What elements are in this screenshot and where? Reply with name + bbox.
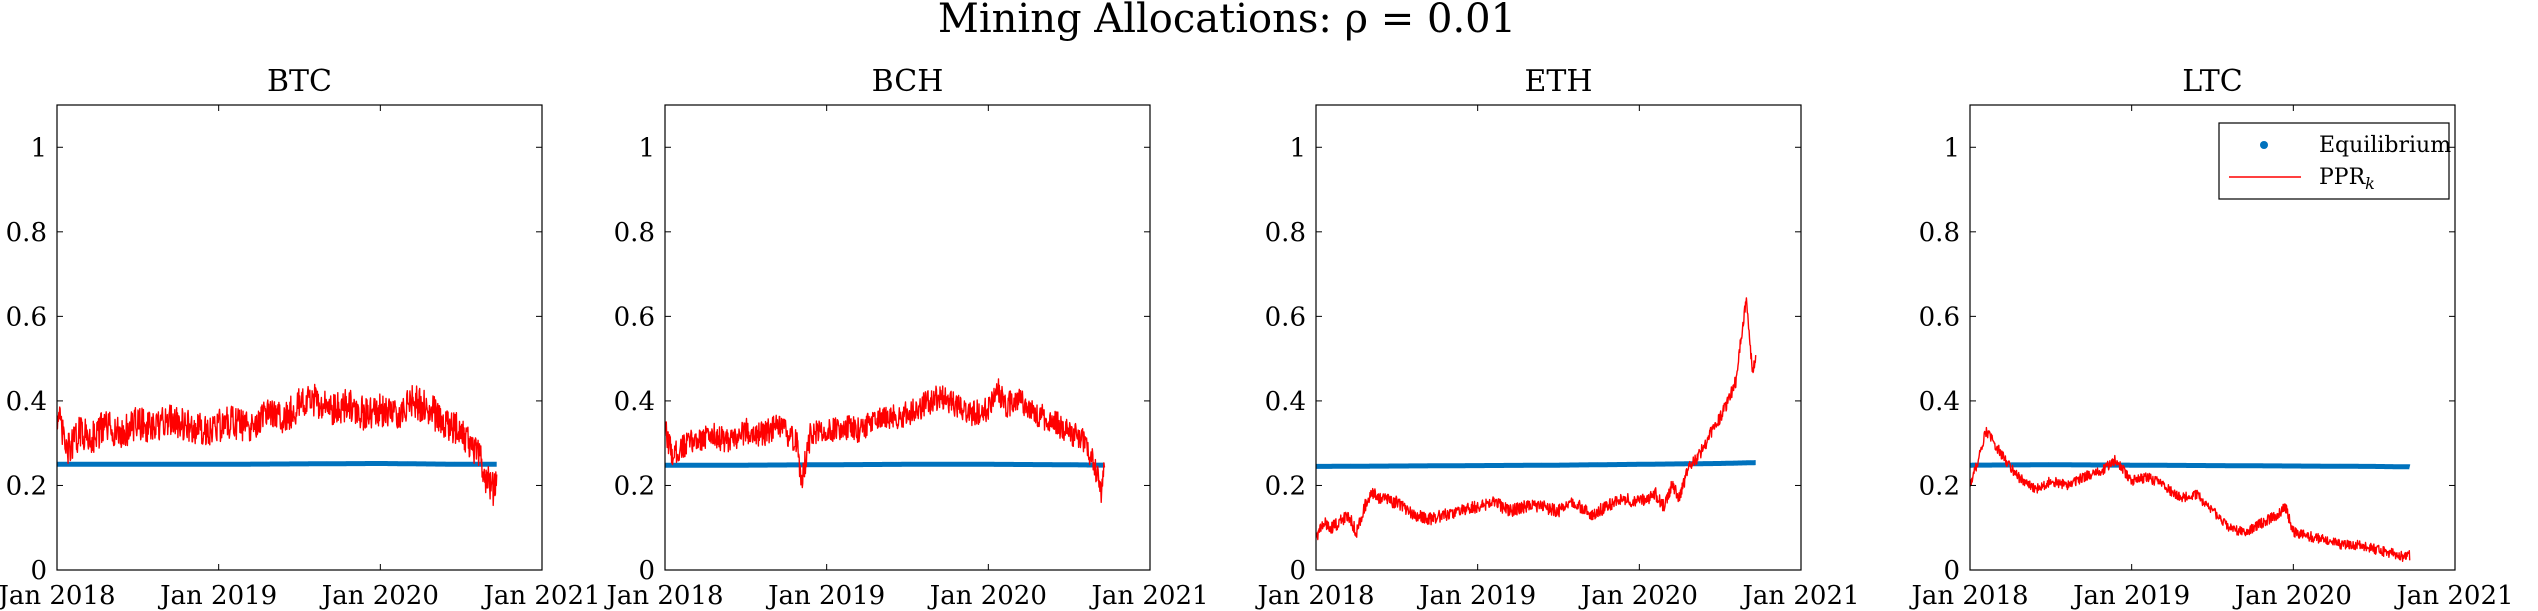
- series-ppr: [1316, 297, 1757, 541]
- y-tick-label: 1: [30, 133, 47, 163]
- x-tick-label: Jan 2019: [1416, 581, 1536, 611]
- series-equilibrium: [1316, 460, 1758, 469]
- y-tick-label: 0.4: [1919, 387, 1960, 417]
- y-tick-label: 0.6: [614, 302, 655, 332]
- y-tick-label: 0.2: [6, 471, 47, 501]
- legend-equilibrium-marker: [2260, 141, 2268, 149]
- y-tick-label: 0: [638, 556, 655, 586]
- y-tick-label: 0: [30, 556, 47, 586]
- x-tick-label: Jan 2018: [603, 581, 723, 611]
- legend-ppr-subscript: k: [2365, 174, 2375, 193]
- plot-area: [1316, 297, 1758, 541]
- x-tick-label: Jan 2018: [1254, 581, 1374, 611]
- y-tick-label: 0.2: [1265, 471, 1306, 501]
- legend-ppr-text: PPR: [2319, 165, 2367, 190]
- legend-ppr-label: PPRk: [2319, 165, 2375, 193]
- axes-box: [56, 104, 543, 571]
- panel-title: BCH: [872, 64, 944, 99]
- y-tick-label: 0.4: [6, 387, 47, 417]
- y-tick-label: 0.6: [6, 302, 47, 332]
- series-ppr: [665, 378, 1106, 503]
- panel-title: ETH: [1524, 64, 1592, 99]
- y-tick-label: 0.2: [614, 471, 655, 501]
- series-ppr: [1970, 426, 2411, 562]
- plot-area: [665, 378, 1107, 503]
- panel-title: BTC: [267, 64, 332, 99]
- legend: Equilibrium PPRk: [2218, 122, 2451, 200]
- y-tick-label: 1: [1943, 133, 1960, 163]
- plot-area: [57, 383, 499, 507]
- y-tick-label: 1: [1289, 133, 1306, 163]
- x-tick-label: Jan 2019: [2070, 581, 2190, 611]
- x-tick-label: Jan 2019: [157, 581, 277, 611]
- x-tick-label: Jan 2020: [319, 581, 439, 611]
- panel-bch: BCH 0 0.2 0.4 0.6 0.8 1 Jan 2018 Jan 2019 Jan 202…: [603, 64, 1208, 611]
- legend-equilibrium-label: Equilibrium: [2319, 133, 2451, 158]
- x-tick-label: Jan 2021: [2393, 581, 2513, 611]
- x-tick-label: Jan 2021: [1739, 581, 1859, 611]
- y-tick-label: 0: [1943, 556, 1960, 586]
- y-tick-label: 0.4: [614, 387, 655, 417]
- x-tick-label: Jan 2021: [480, 581, 600, 611]
- series-equilibrium: [1970, 462, 2412, 470]
- series-ppr: [57, 383, 498, 507]
- x-tick-label: Jan 2020: [1578, 581, 1698, 611]
- panel-ltc: LTC 0 0.2 0.4 0.6 0.8 1 Jan 2018 Jan 2019 Jan 202…: [1908, 64, 2513, 611]
- panel-title: LTC: [2182, 64, 2242, 99]
- axes-box: [1315, 104, 1802, 571]
- legend-box: [2218, 122, 2450, 200]
- axes-box: [664, 104, 1151, 571]
- y-tick-label: 0.2: [1919, 471, 1960, 501]
- y-tick-label: 0.4: [1265, 387, 1306, 417]
- panel-eth: ETH 0 0.2 0.4 0.6 0.8 1 Jan 2018 Jan 2019 Jan 202…: [1254, 64, 1859, 611]
- y-tick-label: 1: [638, 133, 655, 163]
- x-tick-label: Jan 2018: [1908, 581, 2028, 611]
- y-tick-label: 0.8: [1919, 218, 1960, 248]
- y-tick-label: 0.6: [1919, 302, 1960, 332]
- y-tick-label: 0.6: [1265, 302, 1306, 332]
- x-tick-label: Jan 2019: [765, 581, 885, 611]
- x-tick-label: Jan 2020: [927, 581, 1047, 611]
- x-tick-label: Jan 2020: [2232, 581, 2352, 611]
- panels: BTC 0 0.2 0.4 0.6 0.8 1 Jan 2018 Jan 2019 Jan 202…: [0, 64, 2514, 611]
- panel-btc: BTC 0 0.2 0.4 0.6 0.8 1 Jan 2018 Jan 2019 Jan 202…: [0, 64, 601, 611]
- series-equilibrium: [57, 461, 499, 467]
- x-tick-label: Jan 2018: [0, 581, 116, 611]
- series-equilibrium: [665, 461, 1107, 468]
- x-tick-label: Jan 2021: [1088, 581, 1208, 611]
- y-tick-label: 0: [1289, 556, 1306, 586]
- y-tick-label: 0.8: [614, 218, 655, 248]
- figure-title: Mining Allocations: ρ = 0.01: [938, 0, 1516, 42]
- axes-box: [1969, 104, 2456, 571]
- plot-area: [1970, 426, 2412, 562]
- y-tick-label: 0.8: [1265, 218, 1306, 248]
- y-tick-label: 0.8: [6, 218, 47, 248]
